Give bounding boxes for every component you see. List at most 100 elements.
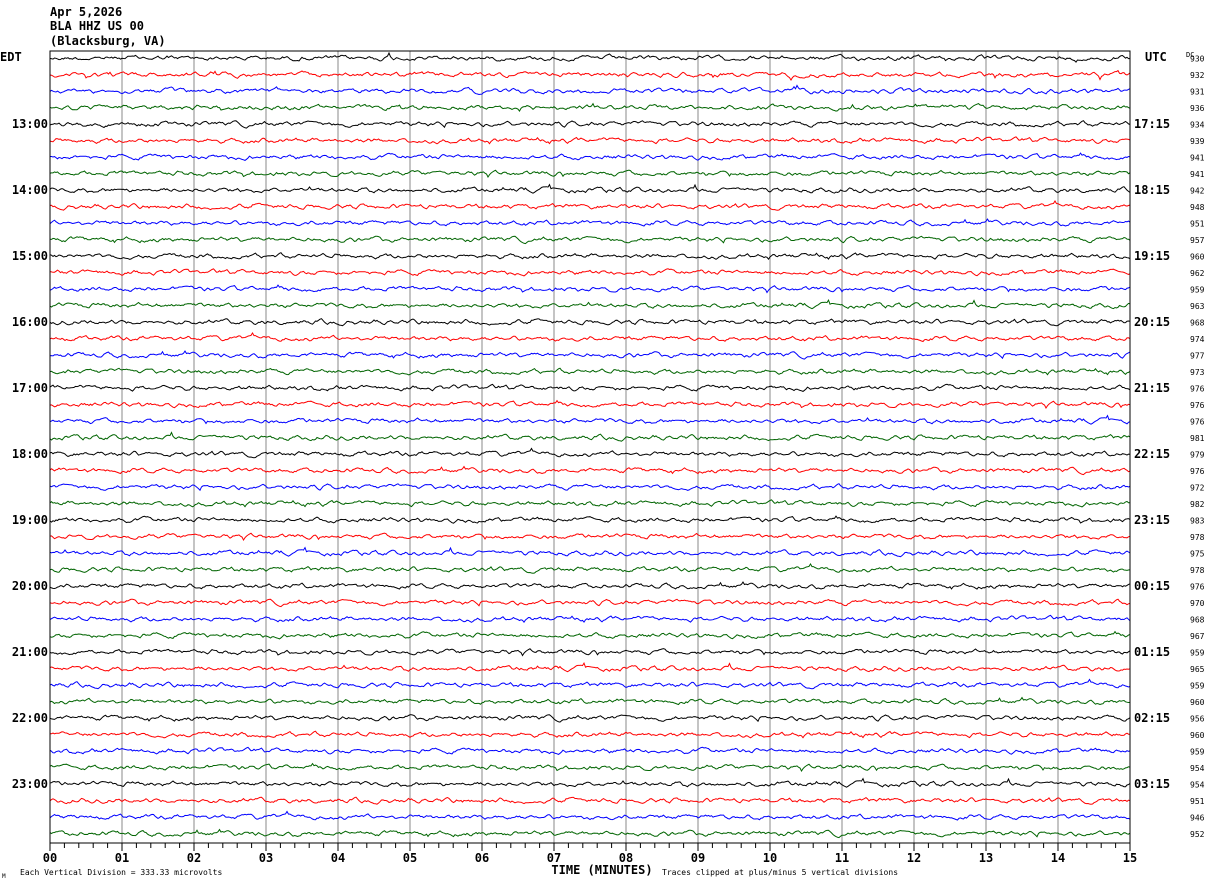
dc-offset-label: 959 xyxy=(1190,649,1205,658)
left-hour-label: 14:00 xyxy=(12,183,48,197)
dc-offset-label: 972 xyxy=(1190,484,1205,493)
x-tick-label: 12 xyxy=(907,851,921,865)
x-tick-label: 07 xyxy=(547,851,561,865)
left-hour-label: 23:00 xyxy=(12,777,48,791)
dc-offset-label: 941 xyxy=(1190,154,1205,163)
x-tick-label: 06 xyxy=(475,851,489,865)
right-hour-label: 20:15 xyxy=(1134,315,1170,329)
seismic-trace xyxy=(49,235,1131,245)
dc-offset-label: 956 xyxy=(1190,715,1205,724)
dc-offset-label: 976 xyxy=(1190,418,1205,427)
clipping-note: Traces clipped at plus/minus 5 vertical … xyxy=(662,868,898,877)
left-hour-label: 16:00 xyxy=(12,315,48,329)
dc-offset-label: 962 xyxy=(1190,269,1205,278)
right-hour-label: 03:15 xyxy=(1134,777,1170,791)
dc-offset-label: 983 xyxy=(1190,517,1205,526)
station-location: (Blacksburg, VA) xyxy=(50,34,166,48)
dc-offset-label: 963 xyxy=(1190,302,1205,311)
left-hour-label: 19:00 xyxy=(12,513,48,527)
dc-offset-label: 982 xyxy=(1190,500,1205,509)
x-tick-label: 02 xyxy=(187,851,201,865)
seismic-trace xyxy=(49,102,1131,113)
seismic-trace xyxy=(49,746,1131,755)
dc-offset-label: 951 xyxy=(1190,220,1205,229)
right-hour-label: 17:15 xyxy=(1134,117,1170,131)
dc-offset-label: 959 xyxy=(1190,682,1205,691)
dc-offset-label: 952 xyxy=(1190,830,1205,839)
dc-offset-label: 960 xyxy=(1190,698,1205,707)
left-hour-label: 21:00 xyxy=(12,645,48,659)
seismic-trace xyxy=(49,661,1131,673)
seismic-trace xyxy=(49,383,1131,392)
dc-offset-label: 968 xyxy=(1190,319,1205,328)
dc-offset-label: 930 xyxy=(1190,55,1205,64)
dc-offset-label: 960 xyxy=(1190,731,1205,740)
dc-offset-label: 976 xyxy=(1190,385,1205,394)
seismic-trace xyxy=(49,414,1131,425)
dc-offset-label: 973 xyxy=(1190,368,1205,377)
seismic-trace xyxy=(49,200,1131,211)
seismic-trace xyxy=(49,69,1131,81)
seismic-trace xyxy=(49,714,1131,723)
dc-offset-label: 934 xyxy=(1190,121,1205,130)
dc-offset-label: 977 xyxy=(1190,352,1205,361)
seismic-trace xyxy=(49,828,1131,839)
dc-offset-label: 932 xyxy=(1190,71,1205,80)
x-tick-label: 03 xyxy=(259,851,273,865)
dc-offset-label: 942 xyxy=(1190,187,1205,196)
seismic-trace xyxy=(49,483,1131,492)
seismic-trace xyxy=(49,350,1131,360)
x-axis-label: TIME (MINUTES) xyxy=(551,863,652,877)
seismic-trace xyxy=(49,581,1131,590)
x-tick-label: 13 xyxy=(979,851,993,865)
dc-offset-label: 968 xyxy=(1190,616,1205,625)
seismic-trace xyxy=(49,136,1131,145)
seismic-trace xyxy=(49,465,1131,476)
seismic-trace xyxy=(49,563,1131,574)
seismic-trace xyxy=(49,169,1131,179)
seismic-trace xyxy=(49,796,1131,805)
dc-offset-label: 936 xyxy=(1190,104,1205,113)
dc-offset-label: 981 xyxy=(1190,434,1205,443)
seismic-trace xyxy=(49,678,1131,690)
x-tick-label: 05 xyxy=(403,851,417,865)
dc-offset-label: 967 xyxy=(1190,632,1205,641)
seismic-trace xyxy=(49,183,1131,194)
dc-offset-label: 970 xyxy=(1190,599,1205,608)
seismic-trace xyxy=(49,399,1131,410)
right-hour-label: 19:15 xyxy=(1134,249,1170,263)
right-hour-label: 23:15 xyxy=(1134,513,1170,527)
dc-offset-label: 941 xyxy=(1190,170,1205,179)
dc-offset-label: 976 xyxy=(1190,583,1205,592)
seismic-trace xyxy=(49,284,1131,294)
dc-offset-label: 978 xyxy=(1190,533,1205,542)
x-tick-label: 14 xyxy=(1051,851,1065,865)
left-timezone-label: EDT xyxy=(0,50,22,64)
x-tick-label: 08 xyxy=(619,851,633,865)
dc-offset-label: 974 xyxy=(1190,335,1205,344)
seismic-trace xyxy=(49,762,1131,773)
x-tick-label: 04 xyxy=(331,851,345,865)
seismic-trace xyxy=(49,252,1131,261)
seismic-trace xyxy=(49,84,1131,96)
dc-offset-label: 965 xyxy=(1190,665,1205,674)
seismic-trace xyxy=(49,546,1131,558)
left-hour-label: 15:00 xyxy=(12,249,48,263)
dc-offset-label: 931 xyxy=(1190,88,1205,97)
dc-header-label: DC xyxy=(1186,51,1194,59)
dc-offset-label: 954 xyxy=(1190,781,1205,790)
seismic-trace xyxy=(49,332,1131,343)
plot-frame xyxy=(49,50,1131,844)
x-tick-label: 00 xyxy=(43,851,57,865)
x-tick-label: 15 xyxy=(1123,851,1137,865)
dc-offset-label: 959 xyxy=(1190,748,1205,757)
dc-offset-label: 954 xyxy=(1190,764,1205,773)
seismic-trace xyxy=(49,630,1131,640)
dc-offset-label: 959 xyxy=(1190,286,1205,295)
seismic-trace xyxy=(49,318,1131,327)
dc-offset-label: 951 xyxy=(1190,797,1205,806)
seismic-trace xyxy=(49,648,1131,657)
right-hour-label: 22:15 xyxy=(1134,447,1170,461)
x-tick-label: 10 xyxy=(763,851,777,865)
